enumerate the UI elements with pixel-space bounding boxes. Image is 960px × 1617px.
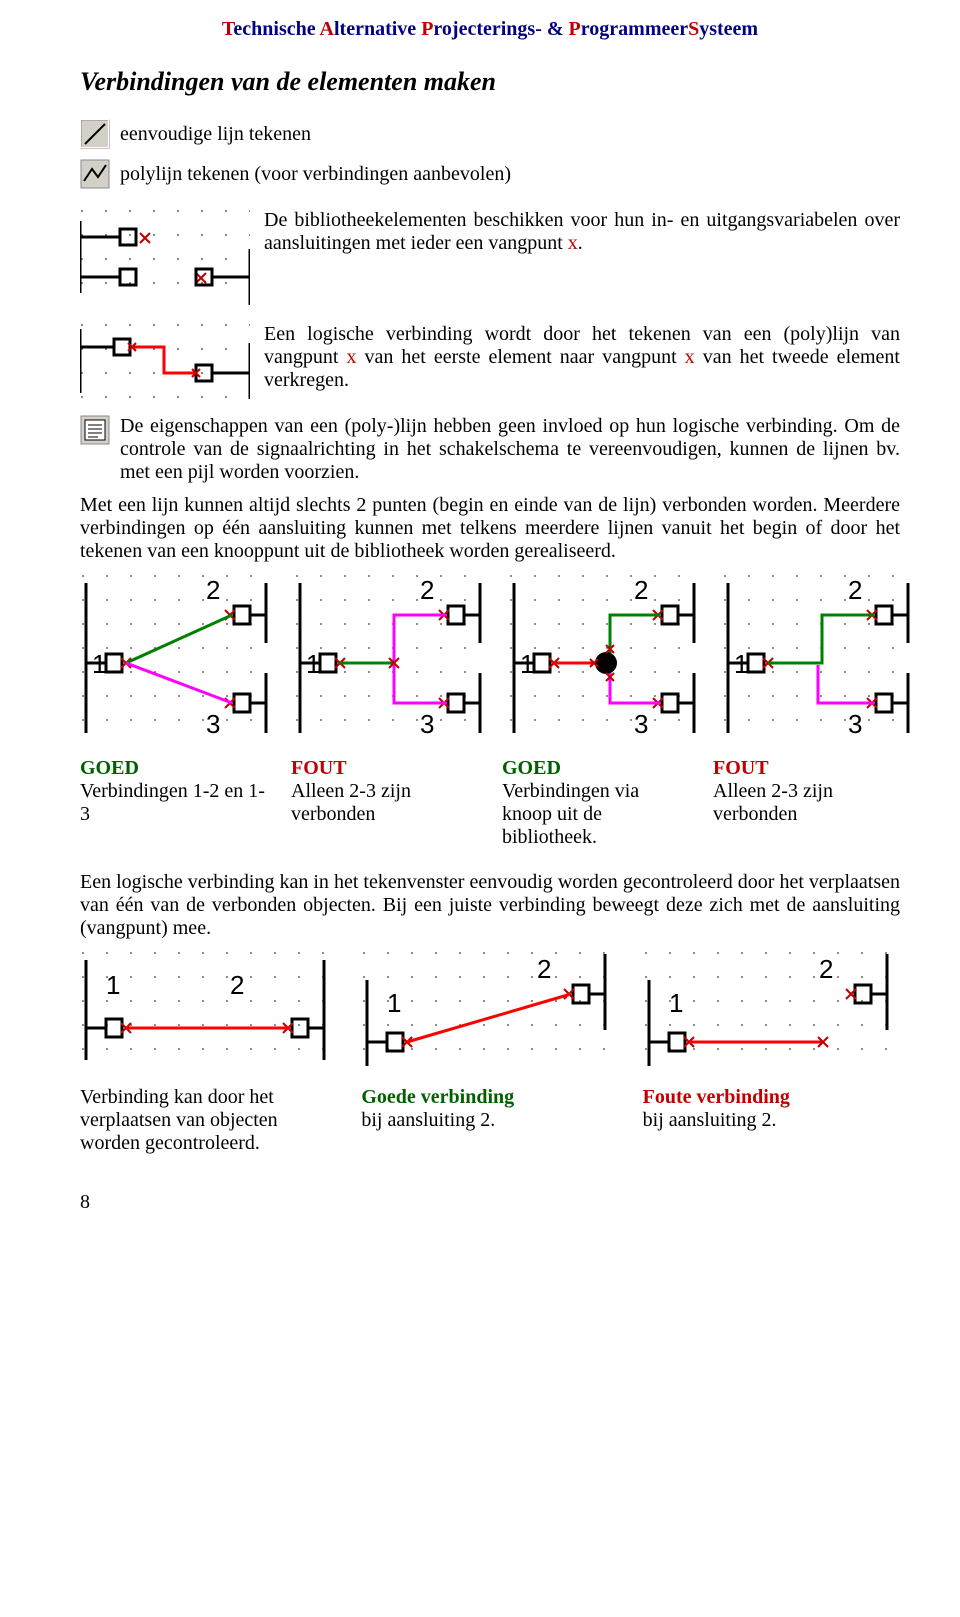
para-5: Een logische verbinding kan in het teken… (80, 871, 900, 940)
hdr-cap-5: S (688, 18, 699, 40)
caption-e: Verbinding kan door het verplaatsen van … (80, 1086, 337, 1155)
svg-text:2: 2 (230, 970, 244, 1000)
diagram-b: 1 2 3 (294, 573, 484, 749)
cap-c-title: GOED (502, 757, 561, 779)
line-tool-label: eenvoudige lijn tekenen (120, 119, 900, 146)
p2x2: x (685, 346, 695, 368)
cap-a-title: GOED (80, 757, 139, 779)
svg-text:2: 2 (537, 954, 551, 984)
diagram-f: 1 2 (361, 950, 618, 1076)
svg-text:2: 2 (634, 575, 648, 605)
polyline-tool-icon (80, 159, 114, 195)
hdr-cap-2: A (320, 18, 334, 40)
line-tool-icon (80, 119, 114, 155)
caption-a: GOED Verbindingen 1-2 en 1-3 (80, 757, 267, 849)
hdr-cap-4: P (569, 18, 581, 40)
lbl-3: 3 (206, 709, 220, 739)
page-header: Technische Alternative Projecterings- & … (80, 18, 900, 41)
svg-text:3: 3 (634, 709, 648, 739)
hdr-rest-4: rogrammeer (581, 18, 688, 40)
caption-row-3: Verbinding kan door het verplaatsen van … (80, 1086, 900, 1155)
caption-f: Goede verbinding bij aansluiting 2. (361, 1086, 618, 1155)
diagram-c: 1 2 3 (508, 573, 698, 749)
diagram-row-4: 1 2 3 1 2 3 (80, 573, 900, 749)
para-1: De bibliotheekelementen beschikken voor … (264, 209, 900, 255)
para1-end: . (578, 232, 583, 254)
cap-g-title: Foute verbinding (643, 1086, 790, 1108)
diagram-connected (80, 323, 250, 405)
hdr-rest-2: lternative (334, 18, 421, 40)
cap-d-title: FOUT (713, 757, 769, 779)
cap-a-sub: Verbindingen 1-2 en 1-3 (80, 780, 265, 825)
hdr-cap-3: P (421, 18, 433, 40)
polyline-tool-label: polylijn tekenen (voor verbindingen aanb… (120, 159, 900, 186)
svg-text:2: 2 (819, 954, 833, 984)
hdr-rest-5: ysteem (699, 18, 758, 40)
svg-text:1: 1 (387, 988, 401, 1018)
diagram-e: 1 2 (80, 950, 337, 1076)
cap-g-sub: bij aansluiting 2. (643, 1109, 777, 1131)
diagram-g: 1 2 (643, 950, 900, 1076)
properties-icon (80, 415, 114, 451)
caption-row-4: GOED Verbindingen 1-2 en 1-3 FOUT Alleen… (80, 757, 900, 849)
cap-b-title: FOUT (291, 757, 347, 779)
cap-c-sub: Verbindingen via knoop uit de bibliothee… (502, 780, 639, 848)
svg-text:2: 2 (420, 575, 434, 605)
cap-b-sub: Alleen 2-3 zijn verbonden (291, 780, 411, 825)
diagram-row-3: 1 2 1 2 1 2 (80, 950, 900, 1076)
svg-text:2: 2 (848, 575, 862, 605)
svg-text:3: 3 (420, 709, 434, 739)
hdr-cap-1: T (222, 18, 234, 40)
section-title: Verbindingen van de elementen maken (80, 67, 900, 97)
caption-c: GOED Verbindingen via knoop uit de bibli… (502, 757, 689, 849)
svg-text:3: 3 (848, 709, 862, 739)
svg-text:1: 1 (669, 988, 683, 1018)
cap-d-sub: Alleen 2-3 zijn verbonden (713, 780, 833, 825)
page-number: 8 (80, 1191, 900, 1214)
svg-text:1: 1 (106, 970, 120, 1000)
lbl-2: 2 (206, 575, 220, 605)
hdr-rest-3: rojecterings- & (433, 18, 568, 40)
p2b: van het eerste element naar vangpunt (356, 346, 684, 368)
p2x1: x (346, 346, 356, 368)
para-4: Met een lijn kunnen altijd slechts 2 pun… (80, 494, 900, 563)
cap-f-sub: bij aansluiting 2. (361, 1109, 495, 1131)
caption-g: Foute verbinding bij aansluiting 2. (643, 1086, 900, 1155)
para1-x: x (568, 232, 578, 254)
diagram-vangpunt (80, 209, 250, 311)
cap-e-sub: Verbinding kan door het verplaatsen van … (80, 1086, 278, 1154)
diagram-d: 1 2 3 (722, 573, 912, 749)
hdr-rest-1: echnische (233, 18, 319, 40)
diagram-a: 1 2 3 (80, 573, 270, 749)
caption-d: FOUT Alleen 2-3 zijn verbonden (713, 757, 900, 849)
para-2: Een logische verbinding wordt door het t… (264, 323, 900, 392)
para-3: De eigenschappen van een (poly-)lijn heb… (120, 415, 900, 484)
cap-f-title: Goede verbinding (361, 1086, 514, 1108)
caption-b: FOUT Alleen 2-3 zijn verbonden (291, 757, 478, 849)
